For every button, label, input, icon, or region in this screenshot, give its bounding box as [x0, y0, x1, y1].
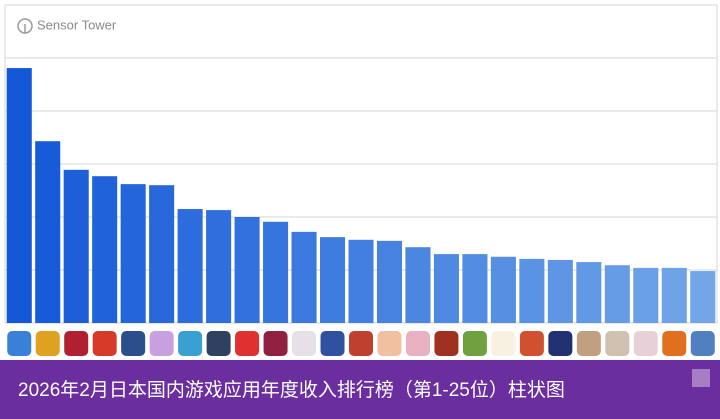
- app-icon: [235, 331, 260, 356]
- bar: [291, 231, 317, 323]
- chart-title: 2026年2月日本国内游戏应用年度收入排行榜（第1-25位）柱状图: [18, 379, 565, 401]
- bar: [263, 221, 289, 323]
- app-icon: [605, 331, 630, 356]
- bar: [604, 265, 630, 323]
- bar: [490, 256, 516, 323]
- bar: [433, 254, 459, 323]
- bar: [690, 271, 716, 323]
- app-icon: [35, 331, 60, 356]
- app-icon: [690, 331, 715, 356]
- app-icon: [576, 331, 601, 356]
- bar: [348, 239, 374, 323]
- app-icon: [206, 331, 231, 356]
- bar: [206, 210, 232, 323]
- bar: [576, 262, 602, 323]
- app-icon: [263, 331, 288, 356]
- footer-band: [0, 360, 720, 419]
- bar: [120, 184, 146, 323]
- bar: [661, 267, 687, 323]
- bar: [405, 247, 431, 323]
- bar: [376, 240, 403, 323]
- bar: [234, 217, 260, 323]
- app-icon: [349, 331, 373, 356]
- app-icon: [405, 331, 430, 356]
- app-icon: [633, 331, 658, 356]
- app-icon: [434, 331, 459, 356]
- bar: [633, 267, 659, 323]
- app-icon: [519, 331, 544, 356]
- app-icon: [178, 331, 203, 356]
- bar: [177, 209, 203, 323]
- app-icon: [377, 331, 402, 356]
- app-icon: [662, 331, 687, 356]
- app-icon: [320, 331, 345, 356]
- logo: [17, 18, 33, 34]
- bar: [92, 176, 118, 323]
- bar: [462, 254, 488, 323]
- app-icon: [149, 331, 174, 356]
- app-icon: [121, 331, 146, 356]
- bar: [35, 141, 61, 323]
- app-icon: [491, 331, 516, 356]
- bar: [6, 68, 32, 323]
- app-icon: [7, 331, 32, 356]
- bar: [63, 169, 89, 323]
- app-icon: [92, 331, 117, 356]
- app-icon: [548, 331, 573, 356]
- app-icon: [64, 331, 89, 356]
- app-icon: [292, 331, 317, 356]
- bar: [547, 259, 573, 323]
- bar: [519, 258, 545, 323]
- bar: [319, 237, 346, 323]
- footer-square: [692, 369, 710, 387]
- watermark: Sensor Tower: [37, 17, 117, 32]
- app-icon: [462, 331, 487, 356]
- bar: [149, 185, 175, 323]
